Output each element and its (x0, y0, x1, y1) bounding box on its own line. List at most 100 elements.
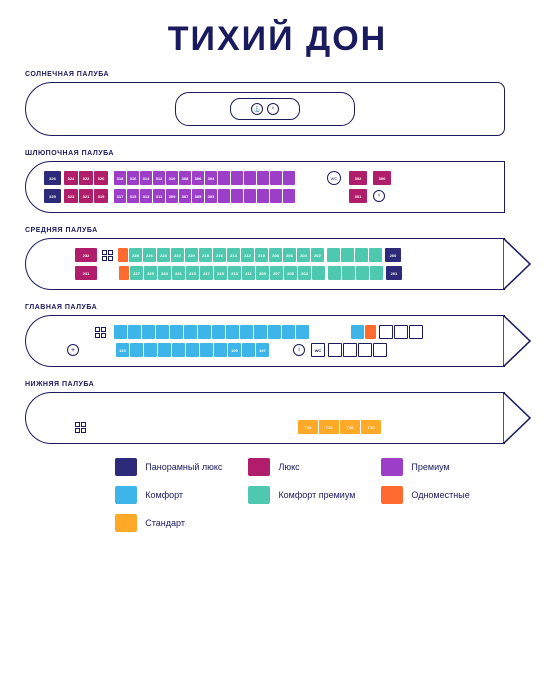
legend: Панорамный люксЛюксПремиумКомфортКомфорт… (25, 458, 530, 532)
anchor-icon: ⚓ (251, 103, 263, 115)
cabin: 218 (199, 248, 212, 262)
legend-swatch (248, 458, 270, 476)
cabin (356, 266, 369, 280)
boat-deck: 326324322320318316314312310308306304WC30… (25, 161, 505, 213)
cabin (142, 325, 155, 339)
cabin: 231 (75, 266, 97, 280)
cabin (198, 325, 211, 339)
cabin (282, 325, 295, 339)
cabin: 225 (144, 266, 157, 280)
legend-label: Люкс (278, 462, 299, 472)
cabin (170, 325, 183, 339)
cabin (200, 343, 213, 357)
cabin: 213 (228, 266, 241, 280)
cabin: 207 (270, 266, 283, 280)
cabin (283, 189, 295, 203)
cabin (218, 171, 230, 185)
cabin: 107 (256, 343, 269, 357)
main-bow (503, 315, 531, 367)
main-deck-rows: +123109107iWC (44, 325, 505, 357)
cabin: 232 (75, 248, 97, 262)
cabin (312, 266, 325, 280)
cabin: 219 (186, 266, 199, 280)
stairs-icon (95, 327, 106, 338)
cabin: 202 (311, 248, 324, 262)
legend-label: Премиум (411, 462, 449, 472)
cabin (130, 343, 143, 357)
cabin (186, 343, 199, 357)
cabin: 215 (214, 266, 227, 280)
cabin: 226 (143, 248, 156, 262)
cabin: 320 (94, 171, 108, 185)
cabin: 305 (192, 189, 204, 203)
lower-deck: T12T14T16T18 (25, 392, 505, 444)
legend-swatch (115, 486, 137, 504)
stairs-icon (75, 422, 86, 433)
legend-item: Стандарт (115, 514, 222, 532)
cabin (355, 248, 368, 262)
empty-cabin (409, 325, 423, 339)
cabin (226, 325, 239, 339)
legend-swatch (115, 458, 137, 476)
cabin: T14 (319, 420, 339, 434)
cabin: 304 (205, 171, 217, 185)
cabin: 309 (166, 189, 178, 203)
cabin: 312 (153, 171, 165, 185)
cabin (119, 266, 129, 280)
cabin (244, 189, 256, 203)
cabin (342, 266, 355, 280)
legend-item: Комфорт (115, 486, 222, 504)
lower-row-top (44, 402, 505, 416)
main-row-top (44, 325, 505, 339)
cabin (184, 325, 197, 339)
cabin (218, 189, 230, 203)
legend-swatch (381, 458, 403, 476)
cabin: 212 (241, 248, 254, 262)
cabin (283, 171, 295, 185)
cabin (128, 325, 141, 339)
cabin: T12 (298, 420, 318, 434)
info-icon: ♀ (373, 190, 385, 202)
main-deck-section: ГЛАВНАЯ ПАЛУБА +123109107iWC (25, 304, 530, 367)
empty-cabin (328, 343, 342, 357)
cabin: 323 (64, 189, 78, 203)
mid-row-bot: 2312272252232212192172152132112092072052… (44, 266, 505, 280)
cabin: 318 (114, 171, 126, 185)
cabin: 123 (116, 343, 129, 357)
cabin: 326 (44, 171, 61, 185)
cabin (296, 325, 309, 339)
cabin (268, 325, 281, 339)
cabin: 325 (44, 189, 61, 203)
boat-deck-rows: 326324322320318316314312310308306304WC30… (44, 171, 504, 203)
mid-row-top: 2322282262242222202182162142122102082062… (44, 248, 505, 262)
cabin: 228 (129, 248, 142, 262)
cabin (242, 343, 255, 357)
cabin: 303 (205, 189, 217, 203)
boat-deck-label: ШЛЮПОЧНАЯ ПАЛУБА (25, 150, 530, 157)
cabin (212, 325, 225, 339)
cabin: 308 (179, 171, 191, 185)
legend-item: Люкс (248, 458, 355, 476)
empty-cabin (379, 325, 393, 339)
lower-deck-label: НИЖНЯЯ ПАЛУБА (25, 381, 530, 388)
legend-label: Одноместные (411, 490, 469, 500)
sun-deck-label: СОЛНЕЧНАЯ ПАЛУБА (25, 71, 530, 78)
cabin: 227 (130, 266, 143, 280)
cabin: 200 (385, 248, 401, 262)
cabin (231, 171, 243, 185)
wc-icon: WC (327, 171, 341, 185)
cabin: 211 (242, 266, 255, 280)
cabin (365, 325, 376, 339)
cabin: 311 (153, 189, 165, 203)
cabin (257, 189, 269, 203)
sun-deck: ⚓ ♀ (25, 82, 505, 136)
cabin: 224 (157, 248, 170, 262)
cabin: 214 (227, 248, 240, 262)
boat-row-bot: 325323321319317315313311309307305303301♀ (44, 189, 504, 203)
cabin: 201 (386, 266, 402, 280)
cabin (114, 325, 127, 339)
cabin (156, 325, 169, 339)
cabin: 210 (255, 248, 268, 262)
stairs-icon (102, 250, 113, 261)
cabin: 204 (297, 248, 310, 262)
